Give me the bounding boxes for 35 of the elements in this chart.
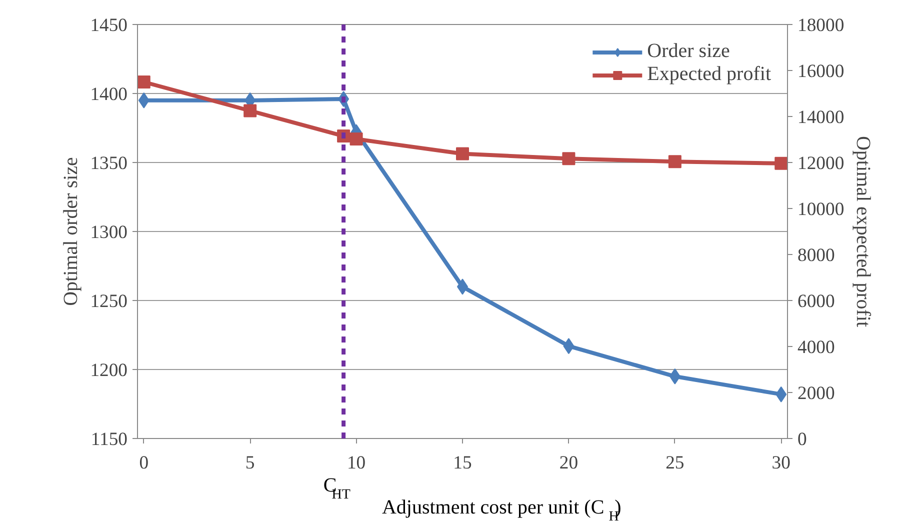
- y2-tick-label: 2000: [798, 383, 835, 404]
- y2-tick-label: 12000: [798, 153, 844, 174]
- y-tick-label: 1450: [90, 15, 128, 36]
- y2-tick-label: 16000: [798, 61, 844, 82]
- point: [562, 152, 576, 166]
- y-tick-label: 1300: [90, 222, 128, 243]
- x-tick-label: 0: [139, 452, 149, 474]
- y2-tick-label: 6000: [798, 291, 835, 312]
- point: [350, 132, 363, 146]
- point: [138, 76, 150, 88]
- y2-tick-label: 10000: [798, 199, 844, 220]
- y2-tick-label: 0: [798, 429, 807, 450]
- y-tick-label: 1350: [90, 153, 128, 174]
- y2-axis-title: Optimal expected profit: [852, 136, 874, 328]
- x-tick-label: 10: [346, 452, 366, 474]
- y-axis-title: Optimal order size: [60, 156, 82, 306]
- y2-tick-label: 14000: [798, 107, 844, 128]
- point: [244, 104, 257, 118]
- point: [456, 147, 469, 160]
- legend-label: Expected profit: [647, 63, 771, 86]
- y2-tick-label: 18000: [798, 15, 844, 36]
- point: [668, 155, 682, 168]
- x-tick-label: 15: [453, 452, 472, 474]
- x-tick-label: 30: [772, 452, 790, 474]
- y-tick-label: 1250: [90, 291, 128, 312]
- x-tick-label: 25: [666, 452, 684, 474]
- y-tick-label: 1150: [90, 429, 128, 450]
- y2-tick-label: 4000: [798, 337, 835, 358]
- legend-label: Order size: [647, 40, 730, 63]
- y-tick-label: 1400: [90, 84, 128, 105]
- x-tick-label: 5: [245, 452, 255, 474]
- y-tick-label: 1200: [90, 360, 128, 381]
- x-tick-label: 20: [559, 452, 578, 474]
- y2-tick-label: 8000: [798, 245, 835, 266]
- point: [774, 156, 788, 170]
